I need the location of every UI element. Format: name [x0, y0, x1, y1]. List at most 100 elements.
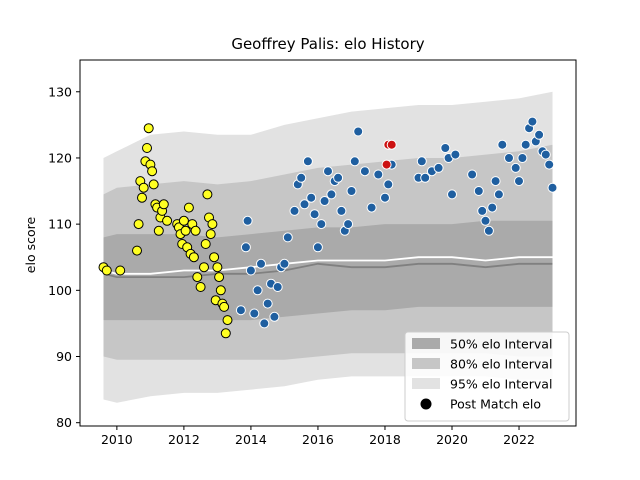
chart-title: Geoffrey Palis: elo History: [231, 35, 424, 53]
elo-point: [269, 311, 280, 322]
elo-point: [447, 189, 457, 200]
x-tick-label: 2010: [101, 432, 133, 447]
elo-point: [195, 282, 206, 292]
elo-point: [353, 126, 364, 137]
elo-point: [534, 129, 545, 140]
elo-point: [487, 202, 498, 213]
elo-point: [383, 179, 394, 190]
elo-point: [252, 285, 263, 296]
elo-point: [450, 149, 461, 160]
plot-area: [98, 91, 558, 403]
elo-line-0: [103, 262, 553, 279]
elo-point: [219, 301, 230, 312]
elo-point: [242, 215, 253, 226]
y-axis-label: elo score: [23, 217, 38, 274]
elo-point: [326, 189, 337, 200]
elo-point: [490, 176, 501, 187]
elo-point: [212, 262, 223, 273]
elo-point: [205, 229, 216, 240]
x-tick-label: 2012: [168, 432, 200, 447]
elo-point: [133, 219, 144, 230]
elo-point: [547, 182, 558, 193]
legend: 50% elo Interval 80% elo Interval 95% elo …: [404, 331, 570, 422]
legend-label: 50% elo Interval: [450, 337, 552, 352]
x-tick-label: 2022: [503, 432, 535, 447]
elo-point: [183, 202, 194, 213]
elo-point: [302, 156, 313, 167]
axes-frame: [79, 59, 577, 427]
elo-point: [527, 116, 538, 127]
elo-point: [245, 265, 256, 276]
elo-point: [493, 189, 504, 200]
legend-marker: [420, 398, 432, 410]
legend-label: 95% elo Interval: [450, 377, 552, 392]
elo-point: [309, 209, 320, 220]
elo-point: [316, 219, 327, 230]
elo-point: [147, 166, 158, 177]
elo-point: [306, 192, 317, 203]
y-tick-label: 100: [48, 283, 72, 298]
x-tick-label: 2018: [369, 432, 401, 447]
legend-label: Post Match elo: [450, 397, 541, 412]
elo-point: [296, 172, 307, 183]
elo-point: [207, 219, 218, 230]
y-tick-label: 80: [56, 415, 72, 430]
elo-point: [333, 172, 344, 183]
elo-point: [510, 162, 521, 173]
elo-point: [158, 199, 169, 210]
elo-point: [101, 265, 112, 276]
elo-point: [249, 308, 260, 319]
elo-line-1: [103, 256, 553, 275]
elo-point: [440, 143, 451, 153]
x-tick-label: 2020: [436, 432, 468, 447]
x-tick-label: 2014: [235, 432, 267, 447]
elo-point: [200, 239, 211, 249]
elo-point: [143, 123, 154, 134]
y-tick-label: 130: [48, 84, 72, 99]
elo-point: [477, 205, 488, 216]
elo-point: [262, 298, 273, 309]
elo-point: [497, 139, 508, 150]
y-tick-label: 90: [56, 349, 72, 364]
elo-point: [192, 272, 203, 283]
elo-point: [380, 192, 390, 203]
elo-point: [299, 199, 310, 210]
elo-point: [467, 169, 478, 180]
elo-point: [115, 265, 126, 276]
elo-point: [323, 166, 333, 177]
x-tick-label: 2016: [302, 432, 334, 447]
elo-point: [220, 328, 231, 339]
elo-point: [343, 219, 354, 230]
band-50-interval: [103, 220, 553, 321]
legend-swatch: [412, 358, 440, 369]
legend-swatch: [412, 378, 440, 389]
elo-point: [483, 225, 494, 236]
elo-point: [473, 186, 484, 196]
elo-point: [416, 156, 427, 167]
elo-point: [517, 153, 528, 163]
elo-point: [162, 215, 173, 226]
elo-point: [381, 159, 392, 170]
legend-swatch: [412, 338, 440, 349]
elo-point: [514, 176, 524, 187]
elo-point: [215, 285, 226, 296]
elo-point: [240, 242, 251, 253]
elo-point: [188, 252, 199, 263]
elo-point: [214, 272, 225, 283]
elo-point: [349, 156, 360, 167]
elo-point: [504, 153, 514, 163]
elo-point: [199, 262, 209, 273]
elo-point: [480, 215, 491, 226]
elo-point: [190, 225, 201, 236]
elo-point: [178, 215, 189, 226]
elo-point: [259, 318, 270, 329]
y-tick-label: 120: [48, 150, 72, 165]
elo-point: [319, 196, 330, 206]
elo-point: [289, 205, 300, 216]
legend-label: 80% elo Interval: [450, 357, 552, 372]
elo-point: [137, 192, 147, 203]
elo-point: [256, 258, 266, 269]
elo-point: [282, 232, 293, 243]
elo-point: [433, 162, 444, 173]
